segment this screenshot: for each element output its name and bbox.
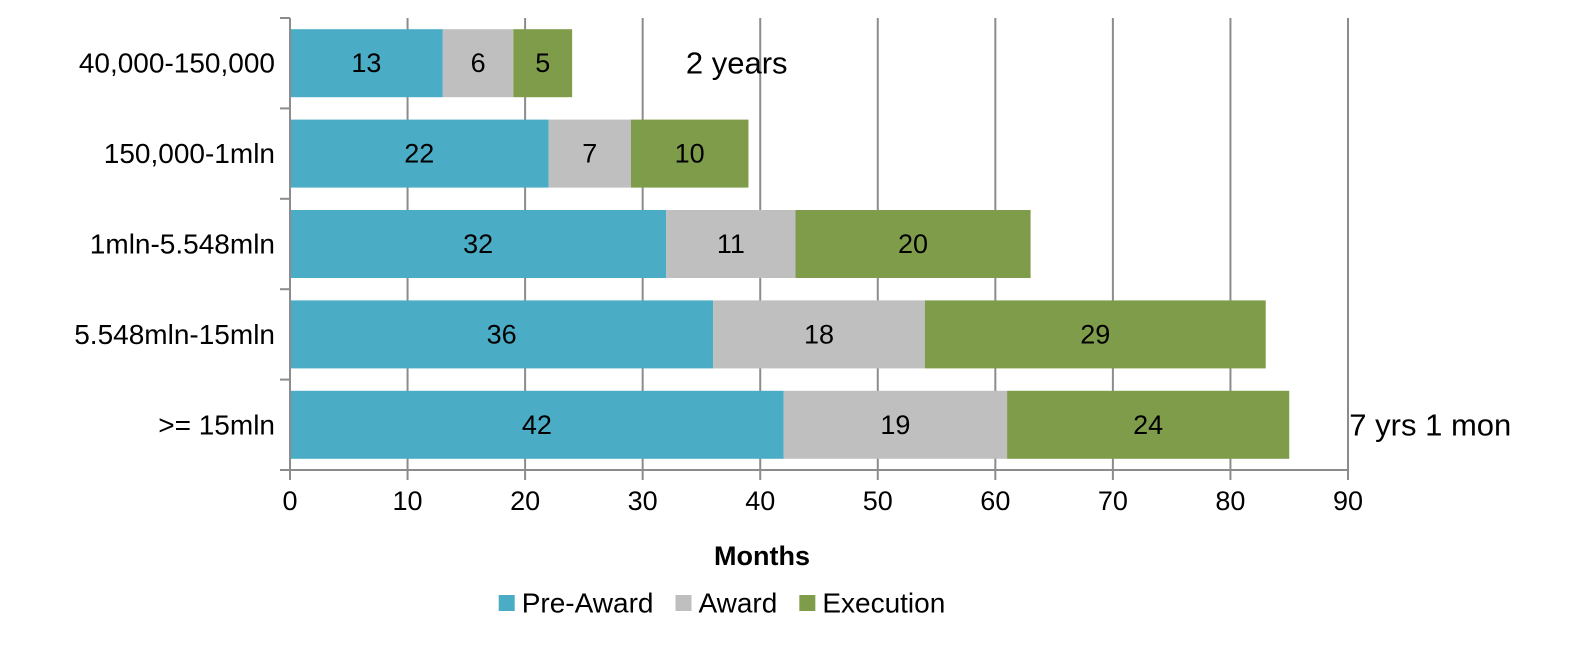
data-label: 24 [1133, 410, 1163, 440]
legend-swatch-award [675, 595, 692, 611]
bar-pre-award-3 [290, 300, 714, 369]
bar-pre-award-1 [290, 119, 549, 188]
bar-execution-2 [795, 210, 1031, 278]
bar-award-4 [783, 390, 1008, 459]
data-label: 6 [471, 48, 486, 78]
annotations: 2 years 7 yrs 1 mon [686, 46, 1511, 443]
annotation-text: 2 years [686, 46, 788, 81]
data-label: 22 [404, 139, 434, 169]
legend-swatch-execution [799, 595, 816, 611]
axes: 0 10 20 30 40 50 60 70 80 90 Months [280, 17, 1363, 571]
bar-pre-award-0 [290, 29, 443, 98]
annotation-text: 7 yrs 1 mon [1349, 407, 1511, 442]
data-label: 42 [522, 410, 552, 440]
bar-award-1 [548, 119, 631, 188]
x-tick-label: 30 [628, 486, 658, 516]
bar-award-0 [442, 29, 514, 98]
legend-swatch-pre-award [498, 595, 515, 611]
x-tick-label: 80 [1215, 486, 1245, 516]
x-tick-label: 70 [1098, 486, 1128, 516]
category-label: 5.548mln-15mln [74, 319, 275, 350]
data-label: 5 [535, 48, 550, 78]
data-label: 10 [675, 139, 705, 169]
x-tick-label: 60 [980, 486, 1010, 516]
data-label: 18 [804, 319, 834, 349]
data-label: 36 [487, 319, 517, 349]
category-label: >= 15mln [158, 409, 275, 440]
legend-label: Pre-Award [522, 588, 654, 619]
category-label: 1mln-5.548mln [90, 229, 275, 260]
category-label: 150,000-1mln [104, 138, 275, 169]
data-labels: 13 6 5 40,000-150,000 22 7 10 150,000-1mln 32 11 2… [74, 48, 1163, 441]
x-tick-label: 20 [510, 486, 540, 516]
bar-segments [290, 29, 1290, 459]
data-label: 11 [717, 229, 745, 259]
x-tick-label: 0 [282, 486, 297, 516]
bar-pre-award-4 [290, 390, 784, 459]
data-label: 7 [582, 139, 597, 169]
bar-award-2 [666, 210, 796, 278]
x-tick-label: 10 [393, 486, 423, 516]
bar-award-3 [713, 300, 925, 369]
data-label: 29 [1080, 319, 1110, 349]
bar-execution-1 [630, 119, 749, 188]
x-axis-title: Months [714, 541, 810, 571]
data-label: 32 [463, 229, 493, 259]
bar-pre-award-2 [290, 210, 667, 278]
legend-label: Execution [822, 588, 945, 619]
x-tick-label: 50 [863, 486, 893, 516]
data-label: 20 [898, 229, 928, 259]
category-label: 40,000-150,000 [79, 48, 275, 79]
legend: Pre-Award Award Execution [498, 588, 945, 619]
bar-execution-3 [924, 300, 1266, 369]
data-label: 19 [880, 410, 910, 440]
bar-execution-4 [1007, 390, 1290, 459]
bar-execution-0 [513, 29, 573, 98]
x-tick-label: 40 [745, 486, 775, 516]
legend-label: Award [698, 588, 777, 619]
x-tick-label: 90 [1333, 486, 1363, 516]
data-label: 13 [351, 48, 381, 78]
